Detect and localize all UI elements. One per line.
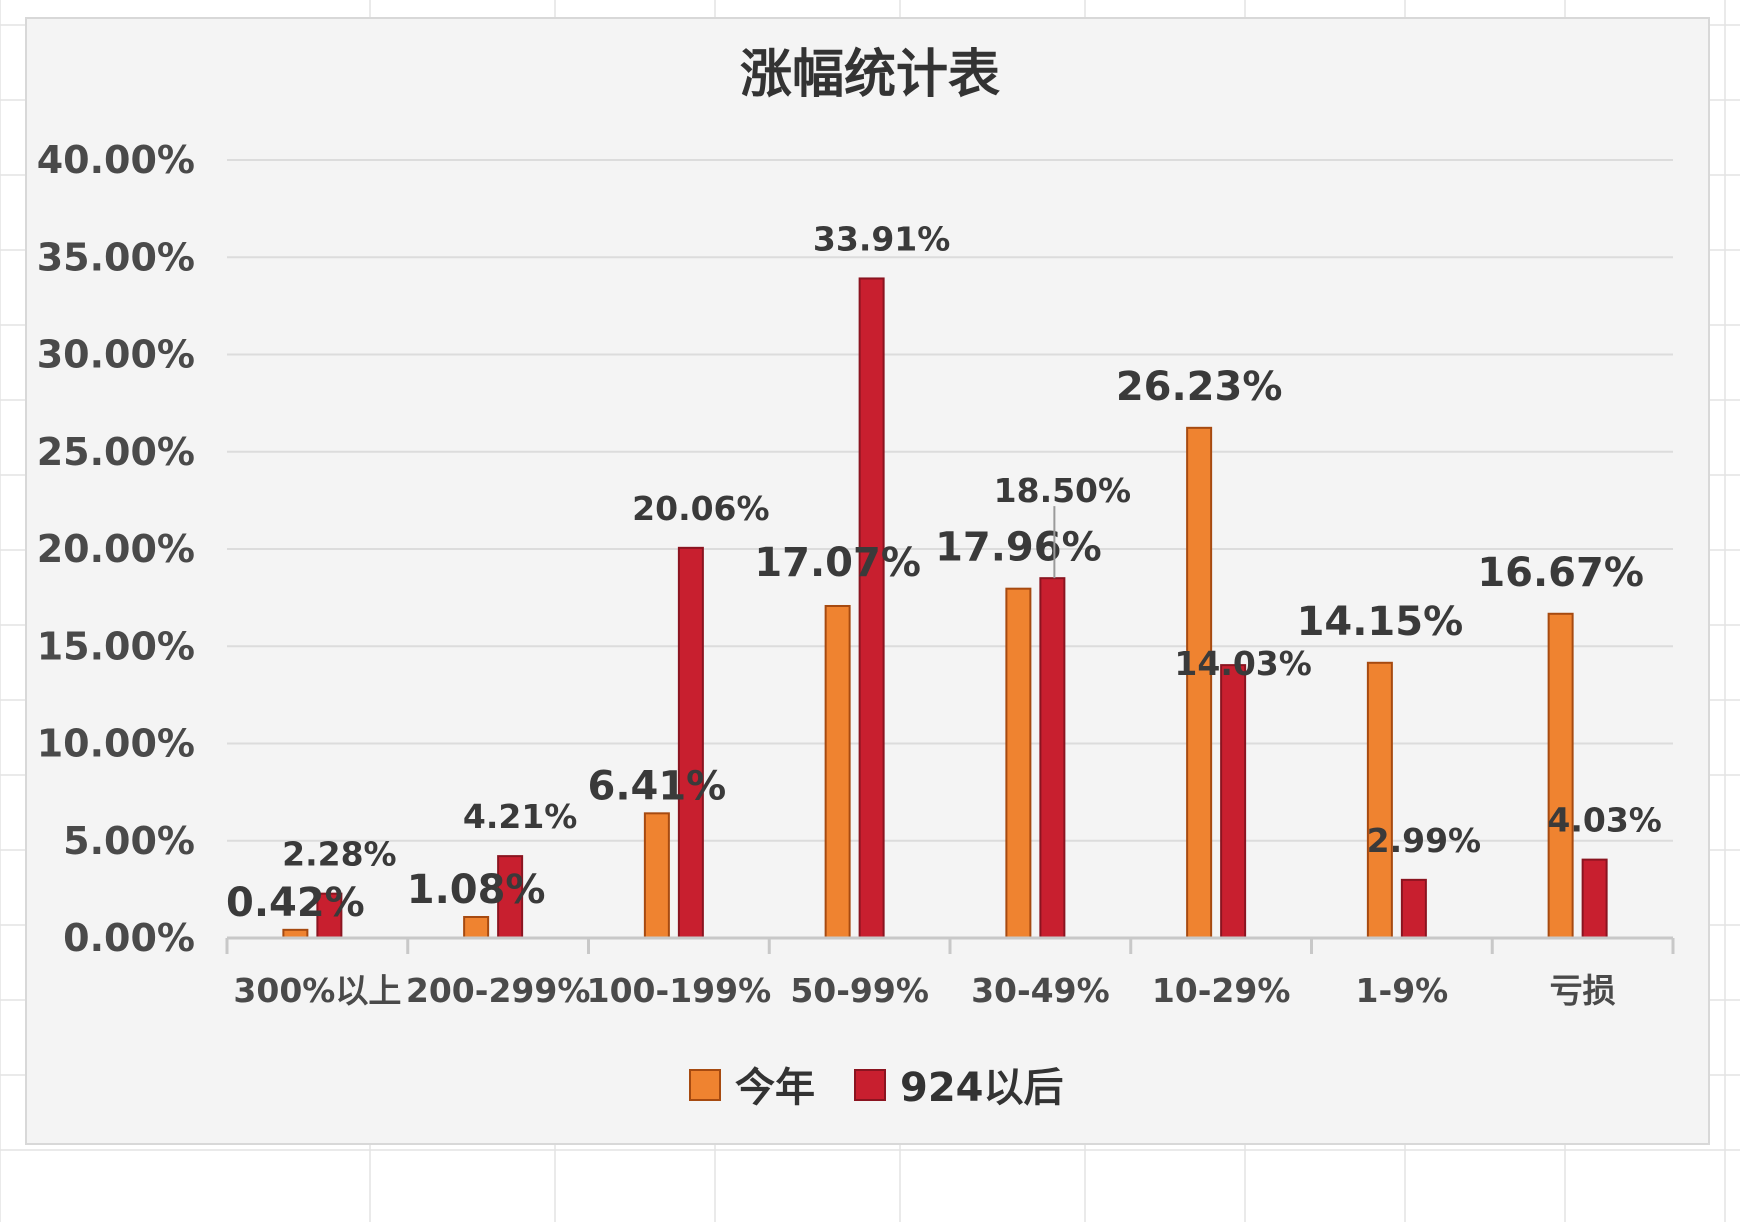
legend-label-0: 今年 bbox=[735, 1065, 815, 1111]
data-label-this-year-5: 26.23% bbox=[1116, 364, 1283, 410]
y-tick-label: 0.00% bbox=[63, 916, 195, 960]
data-label-after-924-4: 18.50% bbox=[994, 471, 1131, 510]
bar-after-924-1[interactable] bbox=[497, 855, 524, 939]
bar-after-924-7[interactable] bbox=[1581, 858, 1608, 940]
y-tick-label: 25.00% bbox=[37, 430, 195, 474]
legend-label-1: 924以后 bbox=[900, 1065, 1064, 1111]
legend-swatch-1 bbox=[854, 1069, 886, 1101]
x-tick-label: 100-199% bbox=[587, 971, 772, 1010]
data-label-this-year-7: 16.67% bbox=[1477, 550, 1644, 596]
x-tick-label: 30-49% bbox=[971, 971, 1110, 1010]
bar-after-924-2[interactable] bbox=[677, 546, 704, 939]
y-tick-label: 5.00% bbox=[63, 819, 195, 863]
data-label-this-year-6: 14.15% bbox=[1297, 599, 1464, 645]
data-label-after-924-6: 2.99% bbox=[1367, 821, 1482, 860]
x-tick-label: 300%以上 bbox=[233, 971, 401, 1010]
data-label-this-year-4: 17.96% bbox=[935, 525, 1102, 571]
x-tick-label: 50-99% bbox=[790, 971, 929, 1010]
bar-this-year-2[interactable] bbox=[643, 812, 670, 939]
y-tick-label: 30.00% bbox=[37, 333, 195, 377]
x-tick-label: 亏损 bbox=[1550, 971, 1616, 1010]
bars bbox=[282, 277, 1608, 940]
data-label-this-year-0: 0.42% bbox=[226, 880, 365, 926]
bar-after-924-5[interactable] bbox=[1220, 664, 1247, 940]
y-tick-label: 40.00% bbox=[37, 138, 195, 182]
x-tick-label: 1-9% bbox=[1356, 971, 1449, 1010]
data-label-after-924-1: 4.21% bbox=[463, 797, 578, 836]
data-label-after-924-3: 33.91% bbox=[813, 219, 950, 258]
bar-this-year-6[interactable] bbox=[1366, 661, 1393, 939]
y-tick-label: 10.00% bbox=[37, 722, 195, 766]
data-labels: 0.42% 1.08%6.41%17.07% 17.96%26.23%14.15%1… bbox=[226, 219, 1662, 925]
data-label-this-year-2: 6.41% bbox=[587, 763, 726, 809]
y-tick-label: 20.00% bbox=[37, 527, 195, 571]
chart-title: 涨幅统计表 bbox=[740, 45, 1000, 105]
data-label-after-924-5: 14.03% bbox=[1174, 644, 1311, 683]
legend-swatch-0 bbox=[689, 1069, 721, 1101]
bar-after-924-6[interactable] bbox=[1400, 878, 1427, 939]
y-tick-label: 15.00% bbox=[37, 624, 195, 668]
y-tick-label: 35.00% bbox=[37, 235, 195, 279]
legend: 今年 924以后 bbox=[689, 1065, 1064, 1111]
data-label-after-924-2: 20.06% bbox=[632, 489, 769, 528]
data-label-this-year-3: 17.07% bbox=[754, 540, 921, 586]
x-tick-label: 200-299% bbox=[406, 971, 591, 1010]
data-label-after-924-0: 2.28% bbox=[282, 835, 397, 874]
bar-this-year-4[interactable] bbox=[1005, 587, 1032, 939]
bar-after-924-3[interactable] bbox=[858, 277, 885, 939]
bar-this-year-7[interactable] bbox=[1547, 612, 1574, 939]
bar-after-924-4[interactable] bbox=[1039, 577, 1066, 939]
bar-this-year-1[interactable] bbox=[463, 915, 490, 940]
gridlines bbox=[227, 159, 1673, 842]
x-axis-ticks: 300%以上 200-299%100-199% 50-99% 30-49% 10-29%… bbox=[225, 936, 1675, 1010]
bar-this-year-3[interactable] bbox=[824, 604, 851, 940]
data-label-after-924-7: 4.03% bbox=[1547, 801, 1662, 840]
data-label-this-year-1: 1.08% bbox=[407, 867, 546, 913]
x-tick-label: 10-29% bbox=[1152, 971, 1291, 1010]
y-axis-ticks: 0.00% 5.00% 10.00% 15.00% 20.00% 25.00% 30.00%… bbox=[37, 138, 195, 960]
